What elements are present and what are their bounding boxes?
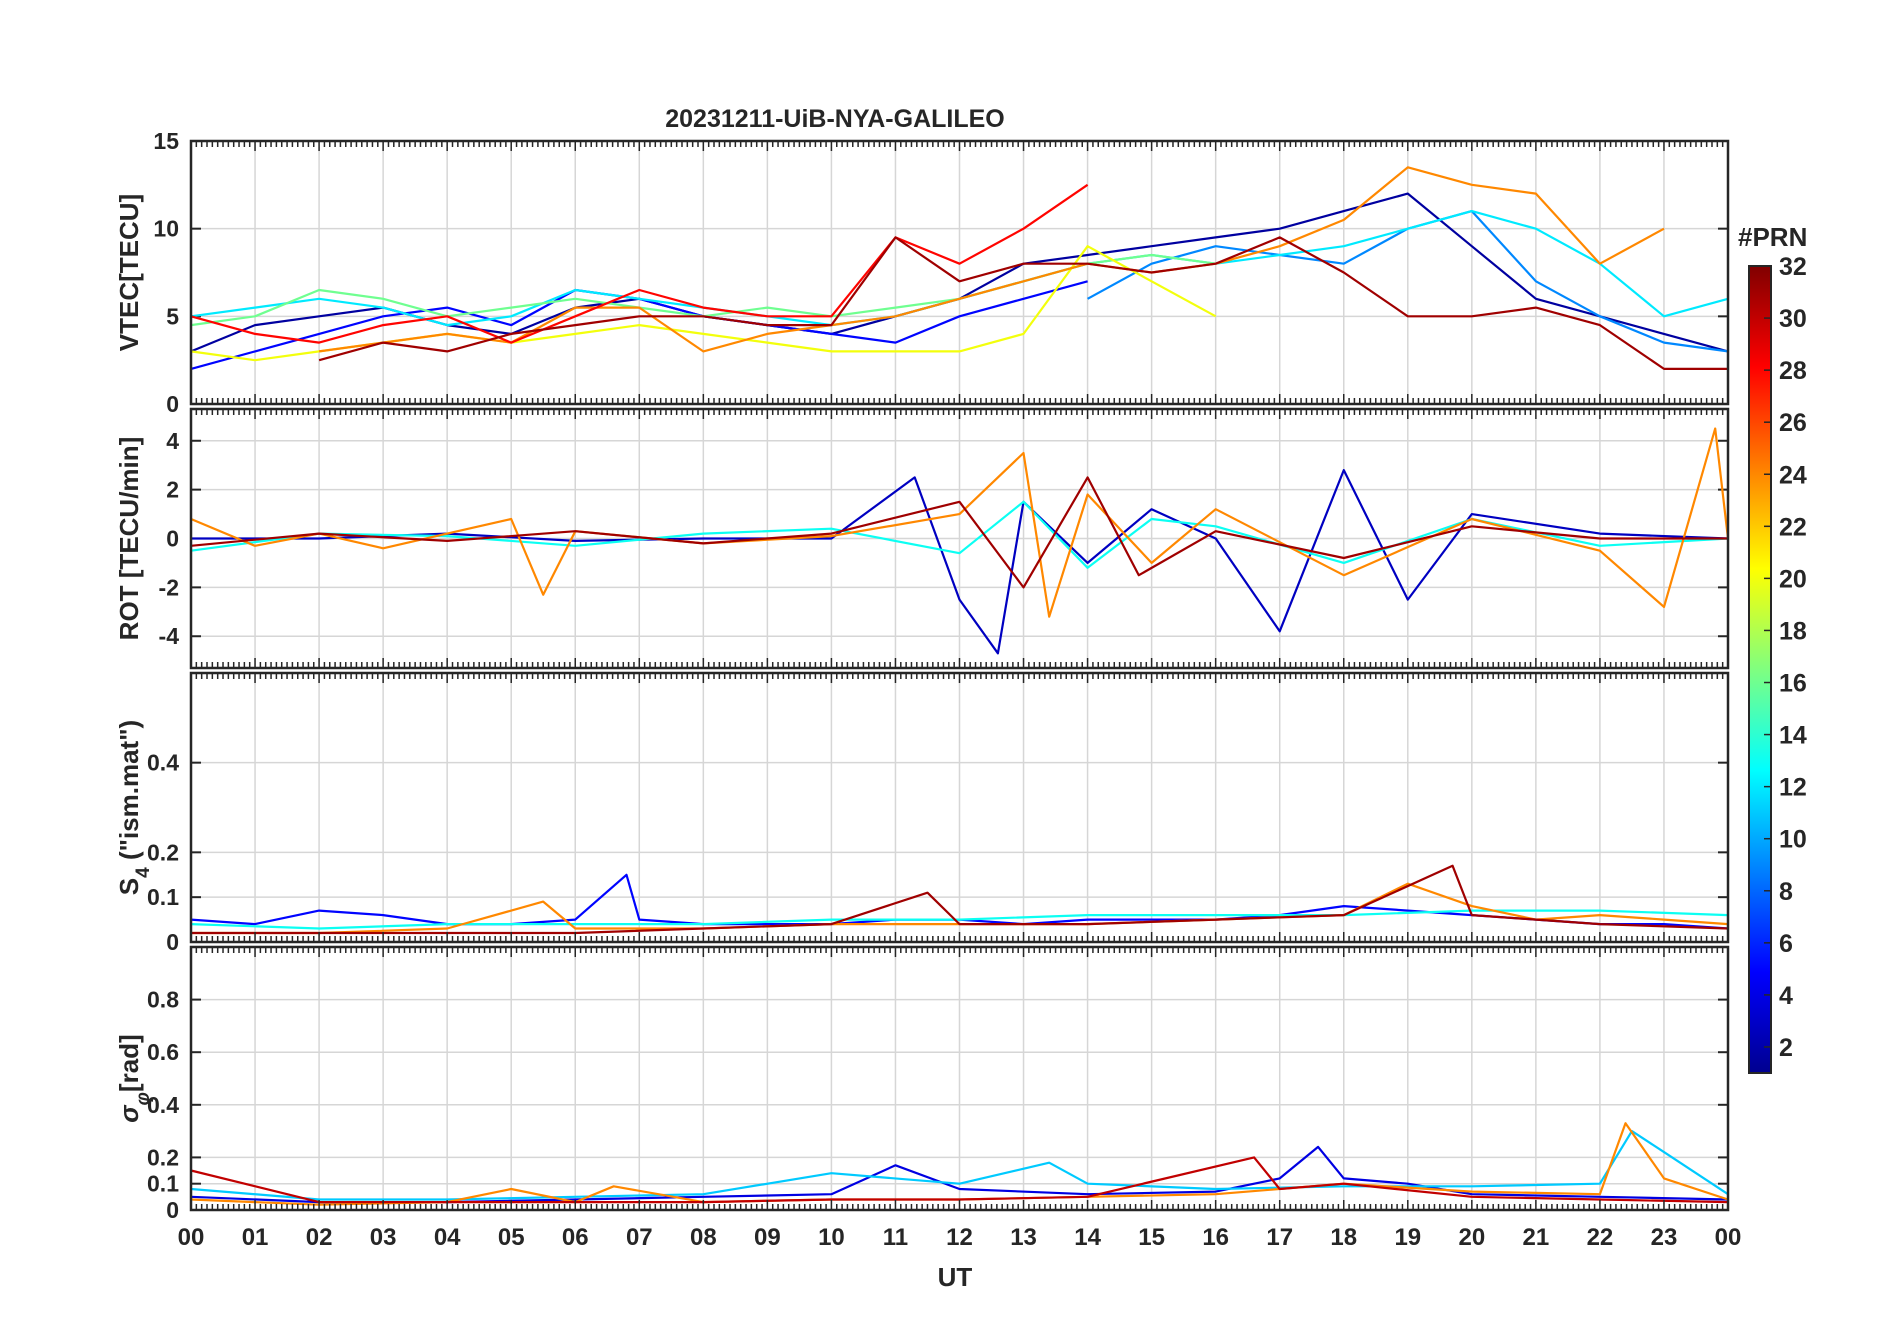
y-axis-label: S4 ("ism.mat") [114,720,154,895]
colorbar-tick-label: 24 [1779,461,1807,489]
colorbar-frame [1748,265,1772,1074]
x-tick-label: 11 [883,1224,908,1251]
y-tick-label: 10 [153,216,179,242]
x-tick-label: 04 [434,1224,461,1251]
colorbar-tick-label: 10 [1779,826,1807,854]
y-tick-label: 0.4 [147,1092,179,1118]
x-tick-label: 17 [1266,1224,1293,1251]
x-tick-label: 09 [754,1224,781,1251]
y-tick-label: 0 [166,526,179,552]
y-tick-label: 0 [166,929,179,955]
y-axis-label: ROT [TECU/min] [114,437,144,641]
x-tick-label: 03 [370,1224,397,1251]
y-tick-label: 0.1 [147,1171,179,1197]
colorbar-tick-label: 30 [1779,305,1807,333]
x-tick-label: 10 [818,1224,845,1251]
series-prn-13 [190,909,1729,930]
chart-title: 20231211-UiB-NYA-GALILEO [665,105,1004,133]
series-prn-24 [190,427,1730,618]
x-tick-label: 22 [1587,1224,1614,1251]
panel-frame [189,945,1730,1212]
y-tick-label: 0.4 [147,750,179,776]
y-tick-label: 0.8 [147,987,179,1013]
panel-s4: 00.10.20.4S4 ("ism.mat") [114,671,1730,955]
colorbar-tick-label: 32 [1779,253,1807,281]
y-tick-label: -4 [159,623,180,649]
y-tick-label: 15 [153,128,179,154]
y-tick-label: 0 [166,391,179,417]
series-prn-30 [190,1156,1729,1204]
panel-rot: -4 -2 0 2 4 ROT [TECU/min] [114,407,1730,670]
series-prn-31 [190,476,1728,589]
y-axis-label: σφ[rad] [114,1034,154,1122]
y-axis-label-sub: 4 [133,867,154,878]
x-tick-label: 12 [946,1224,973,1251]
y-tick-label: 0.1 [147,884,179,910]
x-tick-label: 02 [306,1224,333,1251]
panel-vtec: 0 5 10 15 VTEC[TECU] [114,128,1730,417]
y-axis-label-rest: ("ism.mat") [114,720,144,867]
colorbar-tick-label: 28 [1779,357,1807,385]
panel-sigma: 00.10.2 0.4 0.6 0.8 σφ[rad] [114,945,1730,1223]
x-tick-label: 07 [626,1224,653,1251]
y-axis-label: VTEC[TECU] [114,194,144,351]
x-tick-label: 16 [1202,1224,1229,1251]
colorbar-tick-label: 14 [1779,722,1807,750]
panel-frame [189,407,1730,670]
x-axis: 00 01 02 03 04 05 06 07 08 09 10 11 12 13 14 15 16 17 18 19… [178,1224,1742,1251]
y-tick-label: 0 [166,1197,179,1223]
colorbar-tick-label: 18 [1779,617,1807,645]
y-axis-label-main: S [114,878,144,895]
y-tick-label: -2 [159,574,179,600]
series-prn-31 [318,236,1728,370]
colorbar-tick-label: 6 [1779,930,1793,958]
x-tick-label: 05 [498,1224,525,1251]
y-tick-label: 0.6 [147,1039,179,1065]
series-prn-13 [190,500,1729,569]
colorbar-label: #PRN [1738,222,1807,252]
x-tick-label: 18 [1330,1224,1357,1251]
x-axis-label: UT [938,1262,973,1292]
colorbar-tick-label: 4 [1779,982,1793,1010]
colorbar-tick-label: 16 [1779,670,1807,698]
colorbar-gradient [1749,266,1771,1073]
series-prn-24 [318,166,1665,353]
y-axis-label-rest: [rad] [114,1034,144,1092]
colorbar-tick-label: 8 [1779,878,1793,906]
x-tick-label: 01 [242,1224,269,1251]
colorbar-tick-label: 22 [1779,513,1807,541]
y-tick-label: 0.2 [147,1144,179,1170]
x-tick-label: 08 [690,1224,717,1251]
series-prn-11 [190,1129,1729,1201]
y-tick-label: 2 [166,477,179,503]
x-tick-label: 00 [1715,1224,1742,1251]
series-prn-31 [191,864,1729,935]
x-tick-label: 20 [1458,1224,1485,1251]
x-tick-label: 15 [1138,1224,1165,1251]
x-tick-label: 21 [1523,1224,1550,1251]
x-tick-label: 00 [178,1224,205,1251]
series-prn-28 [190,183,1089,344]
panel-frame [189,139,1730,406]
x-tick-label: 14 [1074,1224,1101,1251]
colorbar-tick-label: 12 [1779,774,1807,802]
colorbar-tick-label: 2 [1779,1034,1793,1062]
colorbar-tick-label: 26 [1779,409,1807,437]
y-tick-label: 5 [166,303,179,329]
x-tick-label: 13 [1010,1224,1037,1251]
y-tick-label: 4 [166,428,179,454]
colorbar-tick-label: 20 [1779,565,1807,593]
x-tick-label: 23 [1651,1224,1678,1251]
x-tick-label: 06 [562,1224,589,1251]
panel-frame [189,671,1730,944]
y-axis-label-main: σ [114,1104,144,1123]
y-tick-label: 0.2 [147,839,179,865]
x-tick-label: 19 [1394,1224,1421,1251]
y-axis-label-sub: φ [133,1092,154,1105]
